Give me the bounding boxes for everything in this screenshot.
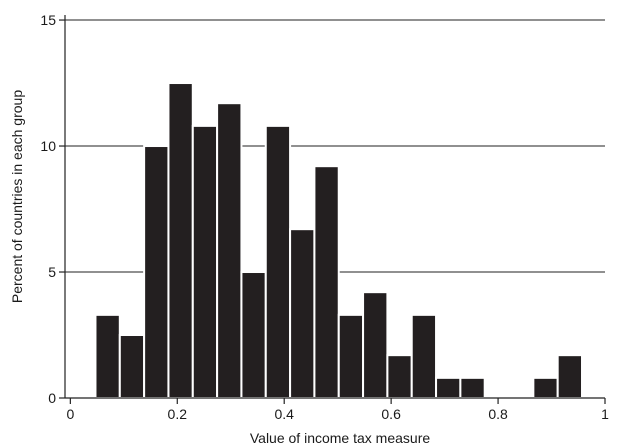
histogram-bar — [337, 313, 365, 400]
histogram-bar — [143, 145, 170, 399]
histogram-bar — [264, 124, 292, 400]
y-axis-label: Percent of countries in each group — [9, 90, 25, 303]
histogram-bars — [94, 82, 584, 400]
histogram-bar — [313, 165, 340, 399]
histogram-bar — [410, 313, 438, 400]
x-tick-label: 0.2 — [168, 406, 188, 422]
y-tick-label: 5 — [48, 264, 56, 280]
histogram-bar — [240, 271, 267, 399]
y-tick-label: 0 — [48, 390, 56, 406]
x-tick-label: 0.8 — [488, 406, 508, 422]
histogram-bar — [386, 354, 413, 399]
histogram-bar — [216, 102, 243, 399]
x-axis-label: Value of income tax measure — [250, 430, 430, 446]
x-tick-label: 0.4 — [274, 406, 294, 422]
histogram-bar — [94, 313, 121, 400]
histogram-bar — [362, 291, 389, 399]
histogram-bar — [435, 376, 462, 399]
histogram-bar — [191, 124, 219, 400]
axes — [64, 15, 605, 399]
histogram-bar — [289, 228, 316, 399]
x-axis-ticks: 0 0.2 0.4 0.6 0.8 1 — [66, 398, 609, 422]
y-tick-label: 15 — [40, 12, 56, 28]
histogram-bar — [532, 376, 559, 399]
histogram-bar — [556, 354, 584, 399]
histogram-bar — [459, 376, 486, 399]
y-tick-label: 10 — [40, 138, 56, 154]
x-tick-label: 0.6 — [381, 406, 401, 422]
y-axis-ticks: 0 5 10 15 — [40, 12, 65, 406]
histogram-bar — [167, 82, 194, 399]
x-tick-label: 1 — [601, 406, 609, 422]
histogram-bar — [118, 334, 146, 400]
x-tick-label: 0 — [66, 406, 74, 422]
